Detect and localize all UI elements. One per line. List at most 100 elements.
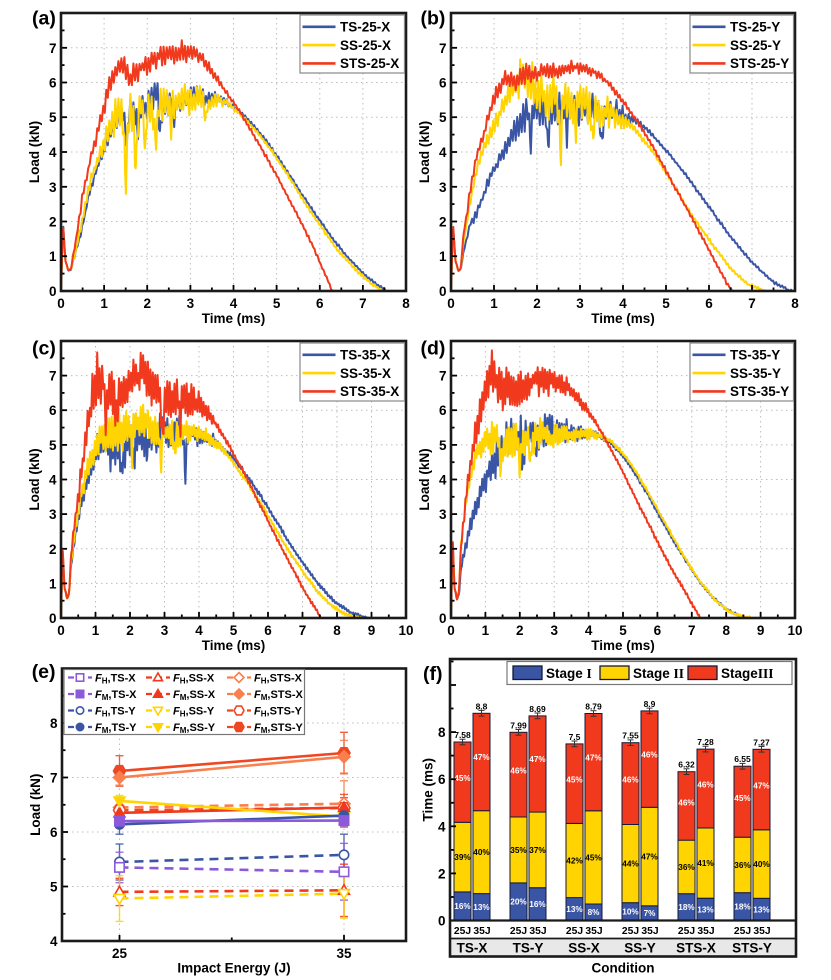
svg-text:STS-35-Y: STS-35-Y — [730, 384, 789, 399]
svg-text:Stage II: Stage II — [633, 666, 684, 681]
svg-text:6: 6 — [705, 296, 713, 311]
svg-text:5: 5 — [273, 296, 281, 311]
svg-text:37%: 37% — [529, 846, 546, 855]
svg-text:(d): (d) — [421, 337, 446, 359]
svg-text:5: 5 — [49, 110, 57, 125]
svg-text:8.8: 8.8 — [476, 701, 488, 711]
svg-text:46%: 46% — [510, 766, 527, 775]
svg-text:3: 3 — [161, 623, 169, 638]
svg-text:5: 5 — [619, 623, 627, 638]
svg-text:SS-35-Y: SS-35-Y — [730, 366, 781, 381]
svg-text:7: 7 — [439, 369, 447, 384]
svg-text:8: 8 — [333, 623, 341, 638]
svg-text:2: 2 — [439, 215, 447, 230]
svg-text:7: 7 — [439, 41, 447, 56]
svg-text:18%: 18% — [678, 903, 695, 912]
svg-text:FM,TS-X: FM,TS-X — [95, 689, 137, 702]
svg-text:7.99: 7.99 — [510, 720, 527, 730]
svg-text:35%: 35% — [510, 846, 527, 855]
svg-text:6: 6 — [50, 825, 58, 840]
svg-text:0: 0 — [439, 611, 447, 626]
svg-text:47%: 47% — [753, 782, 770, 791]
svg-text:4: 4 — [438, 819, 446, 834]
svg-text:25J: 25J — [566, 926, 583, 937]
svg-text:2: 2 — [49, 542, 57, 557]
svg-text:0: 0 — [57, 623, 65, 638]
svg-text:1: 1 — [49, 576, 57, 591]
svg-text:8: 8 — [722, 623, 730, 638]
svg-text:1: 1 — [439, 576, 447, 591]
svg-text:0: 0 — [57, 296, 65, 311]
svg-text:2: 2 — [126, 623, 134, 638]
svg-text:STS-25-X: STS-25-X — [340, 56, 399, 71]
svg-text:2: 2 — [438, 866, 446, 881]
svg-text:TS-X: TS-X — [457, 941, 488, 956]
svg-text:SS-35-X: SS-35-X — [340, 366, 391, 381]
svg-text:16%: 16% — [529, 900, 546, 909]
svg-text:3: 3 — [576, 296, 584, 311]
svg-text:35J: 35J — [585, 926, 602, 937]
svg-text:4: 4 — [439, 145, 447, 160]
svg-text:FH,TS-Y: FH,TS-Y — [95, 705, 136, 718]
svg-text:2: 2 — [516, 623, 524, 638]
svg-text:25J: 25J — [622, 926, 639, 937]
svg-text:4: 4 — [49, 145, 57, 160]
svg-text:6: 6 — [264, 623, 272, 638]
svg-text:47%: 47% — [585, 753, 602, 762]
svg-text:TS-Y: TS-Y — [513, 941, 544, 956]
svg-text:7.58: 7.58 — [454, 730, 471, 740]
svg-text:13%: 13% — [753, 905, 770, 914]
svg-text:(b): (b) — [421, 8, 446, 30]
svg-text:5: 5 — [439, 438, 447, 453]
svg-text:10%: 10% — [622, 908, 639, 917]
svg-text:7: 7 — [688, 623, 696, 638]
svg-text:10: 10 — [398, 623, 413, 638]
svg-text:7: 7 — [49, 369, 57, 384]
svg-text:5: 5 — [439, 110, 447, 125]
svg-text:35J: 35J — [529, 926, 546, 937]
svg-text:SS-X: SS-X — [568, 941, 600, 956]
svg-text:20%: 20% — [510, 898, 527, 907]
svg-text:3: 3 — [187, 296, 195, 311]
svg-text:7.27: 7.27 — [753, 737, 770, 747]
svg-text:36%: 36% — [734, 861, 751, 870]
svg-text:6: 6 — [316, 296, 324, 311]
svg-text:9: 9 — [368, 623, 376, 638]
svg-text:25J: 25J — [510, 926, 527, 937]
svg-text:Time (ms): Time (ms) — [202, 311, 266, 326]
svg-text:1: 1 — [100, 296, 108, 311]
svg-text:7.5: 7.5 — [569, 732, 581, 742]
svg-text:9: 9 — [757, 623, 765, 638]
svg-text:7: 7 — [49, 41, 57, 56]
svg-text:Time (ms): Time (ms) — [591, 638, 655, 653]
svg-text:45%: 45% — [454, 774, 471, 783]
svg-text:0: 0 — [49, 284, 57, 299]
svg-text:8: 8 — [791, 296, 799, 311]
svg-text:35J: 35J — [753, 926, 770, 937]
svg-text:7: 7 — [748, 296, 756, 311]
svg-text:STS-X: STS-X — [676, 941, 716, 956]
svg-text:4: 4 — [230, 296, 238, 311]
svg-text:Impact Energy (J): Impact Energy (J) — [177, 961, 290, 976]
svg-text:6: 6 — [654, 623, 662, 638]
svg-text:8.9: 8.9 — [644, 699, 656, 709]
svg-text:25: 25 — [112, 946, 128, 961]
svg-text:7%: 7% — [644, 909, 657, 918]
svg-text:FM,STS-Y: FM,STS-Y — [254, 722, 304, 735]
svg-text:16%: 16% — [454, 902, 471, 911]
svg-text:40%: 40% — [753, 860, 770, 869]
svg-text:35J: 35J — [473, 926, 490, 937]
svg-text:4: 4 — [195, 623, 203, 638]
svg-text:45%: 45% — [566, 776, 583, 785]
svg-text:1: 1 — [92, 623, 100, 638]
svg-text:TS-25-Y: TS-25-Y — [730, 20, 780, 35]
svg-text:6.32: 6.32 — [678, 760, 695, 770]
svg-text:TS-35-Y: TS-35-Y — [730, 348, 780, 363]
svg-text:Condition: Condition — [592, 961, 655, 976]
svg-text:0: 0 — [439, 284, 447, 299]
svg-text:Stage I: Stage I — [546, 666, 592, 681]
svg-text:Load (kN): Load (kN) — [28, 774, 43, 836]
svg-text:(e): (e) — [32, 661, 56, 683]
svg-text:42%: 42% — [566, 856, 583, 865]
svg-text:(a): (a) — [32, 8, 56, 30]
